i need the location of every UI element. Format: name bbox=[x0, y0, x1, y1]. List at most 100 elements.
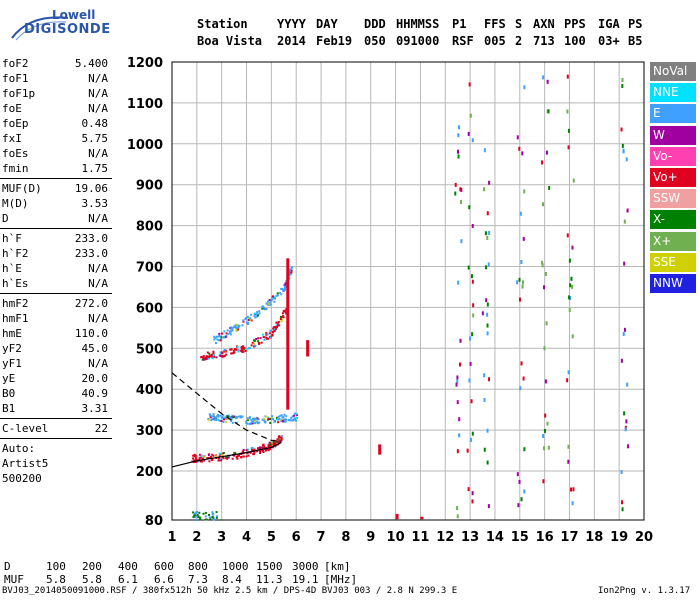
echo-point bbox=[219, 353, 222, 356]
d-cell: 100 bbox=[46, 560, 66, 573]
header-label-0: Station bbox=[197, 17, 248, 31]
echo-point bbox=[251, 341, 254, 344]
echo-point bbox=[212, 350, 215, 353]
echo-point bbox=[280, 293, 283, 296]
echo-point bbox=[277, 324, 280, 327]
noise-point bbox=[547, 109, 550, 114]
param-separator bbox=[0, 418, 112, 419]
echo-point bbox=[231, 421, 234, 424]
echo-point bbox=[288, 269, 291, 272]
echo-point bbox=[294, 419, 297, 422]
legend-item-x: X+ bbox=[650, 231, 696, 251]
echo-point bbox=[281, 312, 284, 315]
header-label-4: HHMMSS bbox=[396, 17, 440, 31]
param-row: foF1p N/A bbox=[0, 86, 112, 101]
header-label-6: FFS bbox=[484, 17, 506, 31]
param-key: foF1p bbox=[2, 87, 36, 100]
noise-point bbox=[620, 500, 623, 505]
echo-point bbox=[252, 418, 255, 421]
noise-point bbox=[485, 298, 488, 303]
noise-point bbox=[456, 400, 459, 405]
param-key: h`F2 bbox=[2, 247, 29, 260]
echo-point bbox=[215, 335, 218, 338]
noise-point bbox=[625, 419, 628, 424]
echo-point bbox=[216, 515, 219, 518]
noise-point bbox=[570, 487, 573, 492]
noise-point bbox=[488, 180, 491, 185]
noise-point bbox=[472, 313, 475, 318]
noise-point bbox=[620, 470, 623, 475]
y-tick-label: 1100 bbox=[127, 97, 163, 112]
param-value: 233.0 bbox=[74, 247, 108, 260]
noise-point bbox=[470, 274, 473, 279]
noise-point bbox=[623, 327, 626, 332]
echo-point bbox=[292, 414, 295, 417]
echo-point bbox=[290, 266, 293, 269]
param-value: N/A bbox=[88, 277, 108, 290]
echo-point bbox=[233, 326, 236, 329]
auto-line2: Artist5 bbox=[2, 457, 49, 470]
echo-point bbox=[250, 422, 253, 425]
echo-point bbox=[240, 455, 243, 458]
noise-point bbox=[483, 187, 486, 192]
echo-point bbox=[273, 441, 276, 444]
echo-point bbox=[277, 320, 280, 323]
echo-point bbox=[272, 296, 275, 299]
legend-item-e: E bbox=[650, 104, 696, 124]
echo-point bbox=[246, 448, 249, 451]
echo-point bbox=[215, 416, 218, 419]
param-key: B1 bbox=[2, 402, 16, 415]
echo-point bbox=[279, 315, 282, 318]
noise-point bbox=[519, 211, 522, 216]
noise-point bbox=[567, 459, 570, 464]
param-key: fxI bbox=[2, 132, 22, 145]
echo-point bbox=[284, 285, 287, 288]
y-tick-label: 800 bbox=[136, 220, 163, 235]
echo-point bbox=[274, 297, 277, 300]
auto-line1: Auto: bbox=[2, 442, 36, 455]
echo-point bbox=[285, 279, 288, 282]
echo-point bbox=[223, 418, 226, 421]
echo-point bbox=[195, 460, 198, 463]
echo-point bbox=[226, 329, 229, 332]
logo-line1: Lowell bbox=[52, 8, 96, 22]
echo-point bbox=[267, 302, 270, 305]
d-cell: 600 bbox=[154, 560, 174, 573]
echo-point bbox=[240, 416, 243, 419]
header-value-3: 050 bbox=[364, 34, 386, 48]
echo-point bbox=[208, 413, 211, 416]
echo-point bbox=[280, 414, 283, 417]
noise-point bbox=[486, 323, 489, 328]
noise-point bbox=[518, 297, 521, 302]
echo-point bbox=[240, 345, 243, 348]
x-tick-label: 2 bbox=[192, 530, 201, 545]
echo-point bbox=[235, 326, 238, 329]
param-value: 233.0 bbox=[74, 232, 108, 245]
x-tick-label: 7 bbox=[317, 530, 326, 545]
echo-point bbox=[262, 451, 265, 454]
noise-point bbox=[471, 223, 474, 228]
legend-item-noval: NoVal bbox=[650, 62, 696, 81]
echo-point bbox=[273, 296, 276, 299]
param-row: foEp 0.48 bbox=[0, 116, 112, 131]
echo-point bbox=[225, 456, 228, 459]
echo-point bbox=[258, 421, 261, 424]
y-tick-label: 700 bbox=[136, 261, 163, 276]
legend-item-w: W bbox=[650, 125, 696, 145]
noise-point bbox=[486, 428, 489, 433]
legend-item-nne: NNE bbox=[650, 83, 696, 103]
echo-point bbox=[253, 345, 256, 348]
echo-point bbox=[244, 349, 247, 352]
echo-point bbox=[235, 417, 238, 420]
echo-point bbox=[242, 448, 245, 451]
echo-point bbox=[197, 516, 200, 519]
noise-point bbox=[542, 202, 545, 207]
echo-streak bbox=[420, 516, 424, 520]
noise-point bbox=[566, 109, 569, 114]
noise-point bbox=[568, 295, 571, 300]
echo-point bbox=[275, 294, 278, 297]
echo-point bbox=[256, 314, 259, 317]
echo-point bbox=[214, 341, 217, 344]
echo-point bbox=[268, 298, 271, 301]
echo-point bbox=[252, 453, 255, 456]
